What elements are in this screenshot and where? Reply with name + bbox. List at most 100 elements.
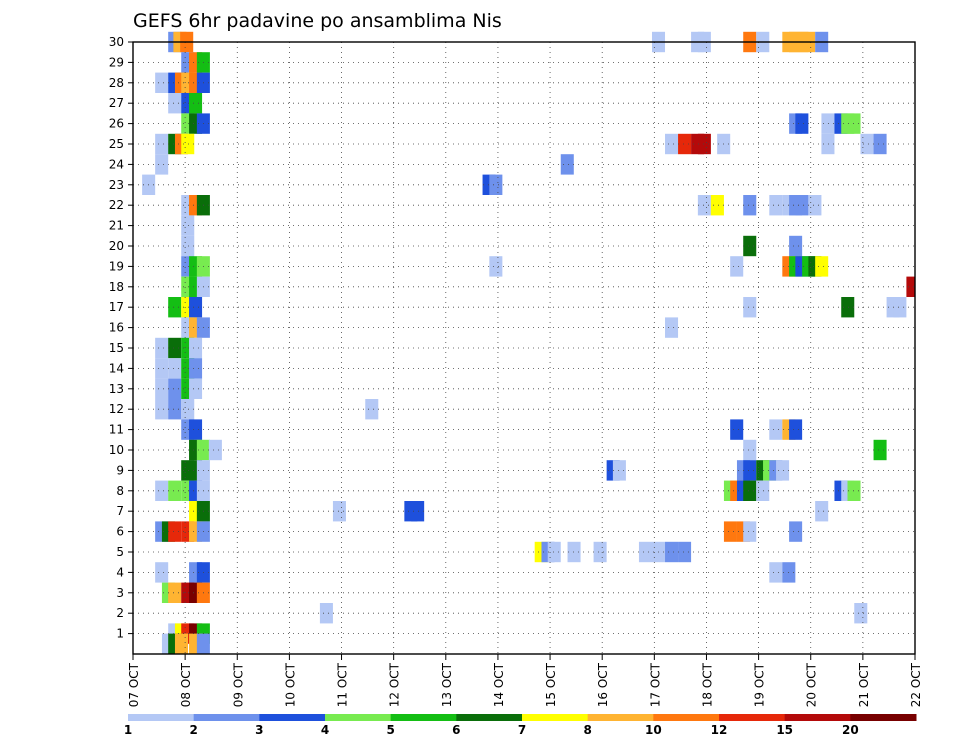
heatmap-cell	[411, 501, 425, 522]
heatmap-cell	[808, 195, 822, 216]
heatmap-cell	[795, 113, 809, 134]
heatmap-cell	[489, 174, 503, 195]
colorbar-label: 2	[189, 723, 197, 737]
heatmap-cell	[860, 133, 874, 155]
heatmap-cell	[730, 256, 744, 277]
heatmap-cell	[906, 276, 915, 297]
heatmap-cell	[181, 133, 195, 155]
heatmap-cell	[756, 480, 770, 501]
heatmap-cell	[155, 358, 169, 379]
x-tick-label: 11 OCT	[336, 662, 350, 707]
heatmap-cell	[155, 337, 169, 359]
heatmap-cell	[743, 235, 757, 257]
heatmap-cell	[873, 439, 887, 461]
heatmap-cell	[847, 480, 861, 501]
heatmap-cell	[815, 501, 829, 522]
colorbar-label: 12	[711, 723, 728, 737]
y-tick-label: 18	[109, 280, 124, 294]
heatmap-cell	[189, 419, 203, 440]
heatmap-cell	[567, 541, 581, 563]
y-tick-label: 16	[109, 321, 124, 335]
heatmap-cell	[168, 399, 182, 420]
x-tick-label: 07 OCT	[127, 662, 141, 707]
heatmap-cell	[776, 460, 790, 481]
heatmap-cell	[155, 154, 169, 175]
heatmap-cell	[174, 633, 189, 654]
colorbar-segment	[390, 714, 457, 721]
heatmap-cell	[730, 419, 744, 440]
y-tick-label: 22	[109, 198, 124, 212]
heatmap-cell	[155, 133, 169, 155]
colorbar-label: 1	[124, 723, 132, 737]
chart-title: GEFS 6hr padavine po ansamblima Nis	[133, 10, 502, 32]
heatmap-cell	[489, 256, 503, 277]
y-tick-label: 27	[109, 96, 124, 110]
y-tick-label: 24	[109, 157, 124, 171]
heatmap-cell	[743, 297, 757, 318]
x-tick-label: 17 OCT	[648, 662, 662, 707]
heatmap-cell	[665, 133, 679, 155]
heatmap-cell	[155, 378, 169, 399]
colorbar-segment	[587, 714, 654, 721]
y-tick-label: 13	[109, 382, 124, 396]
colorbar-segment	[193, 714, 260, 721]
colorbar-label: 8	[583, 723, 591, 737]
colorbar-label: 20	[842, 723, 859, 737]
heatmap-cell	[168, 582, 182, 603]
colorbar-segment	[259, 714, 326, 721]
y-tick-label: 11	[109, 423, 124, 437]
colorbar-segment	[719, 714, 786, 721]
heatmap-cell	[769, 195, 783, 216]
colorbar-segment	[653, 714, 720, 721]
y-tick-label: 15	[109, 341, 124, 355]
heatmap-cell	[196, 633, 210, 654]
heatmap-cell	[208, 439, 222, 461]
heatmap-cell	[155, 562, 169, 583]
x-tick-label: 22 OCT	[909, 662, 923, 707]
y-tick-label: 21	[109, 219, 124, 233]
colorbar-segment	[456, 714, 523, 721]
heatmap-cell	[189, 297, 203, 318]
colorbar-label: 3	[255, 723, 263, 737]
heatmap-cell	[678, 541, 692, 563]
heatmap-cell	[168, 521, 182, 542]
colorbar-segment	[522, 714, 589, 721]
heatmap-cell	[665, 317, 679, 338]
x-tick-label: 16 OCT	[596, 662, 610, 707]
x-tick-label: 21 OCT	[857, 662, 871, 707]
y-tick-label: 30	[109, 35, 124, 49]
y-tick-label: 26	[109, 117, 124, 131]
colorbar-label: 6	[452, 723, 460, 737]
heatmap-cell	[743, 439, 757, 461]
heatmap-cell	[743, 480, 757, 501]
y-tick-label: 14	[109, 361, 124, 375]
heatmap-cell	[854, 603, 868, 624]
heatmap-cell	[723, 521, 737, 542]
heatmap-cell	[612, 460, 626, 481]
y-tick-label: 23	[109, 178, 124, 192]
y-tick-label: 5	[116, 545, 124, 559]
heatmap-cell	[743, 521, 757, 542]
heatmap-cell	[841, 297, 855, 318]
heatmap-cell	[168, 358, 182, 379]
y-tick-label: 12	[109, 402, 124, 416]
heatmap-cell	[769, 562, 783, 583]
heatmap-cell	[789, 419, 803, 440]
y-tick-label: 25	[109, 137, 124, 151]
y-tick-label: 20	[109, 239, 124, 253]
heatmap-cell	[789, 521, 803, 542]
y-tick-label: 7	[116, 504, 124, 518]
heatmap-cell	[593, 541, 607, 563]
heatmap-cells	[142, 31, 915, 654]
colorbar-label: 5	[386, 723, 394, 737]
x-tick-label: 15 OCT	[544, 662, 558, 707]
heatmap-cell	[155, 399, 169, 420]
heatmap-cell	[168, 378, 182, 399]
x-tick-label: 14 OCT	[492, 662, 506, 707]
heatmap-cell	[795, 195, 809, 216]
y-tick-label: 19	[109, 259, 124, 273]
heatmap-cell	[821, 133, 835, 155]
heatmap-cell	[189, 337, 203, 359]
x-tick-label: 18 OCT	[700, 662, 714, 707]
